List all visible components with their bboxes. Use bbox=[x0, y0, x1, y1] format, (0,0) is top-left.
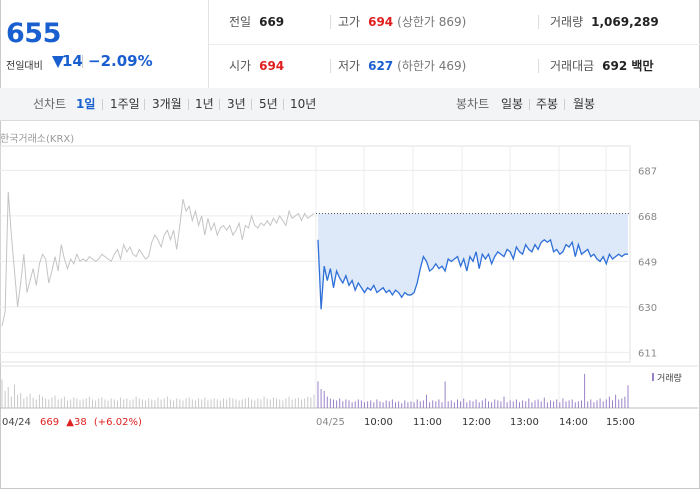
x-tick-label: 04/25 bbox=[316, 417, 345, 428]
stats-row: 전일 669 고가 694 (상한가 869) 거래량 1,069,289 bbox=[209, 0, 700, 45]
tab-monthly-candle[interactable]: 월봉 bbox=[573, 97, 596, 111]
divider bbox=[144, 99, 145, 110]
price-lines bbox=[1, 191, 628, 327]
high-label: 고가 bbox=[338, 15, 361, 29]
x-tick-label: 12:00 bbox=[462, 417, 491, 428]
x-tick-label: 11:00 bbox=[413, 417, 442, 428]
divider bbox=[529, 99, 530, 110]
low-cell: 저가 627 (하한가 469) bbox=[338, 44, 466, 88]
lower-limit: (하한가 469) bbox=[397, 59, 467, 73]
stats-table: 전일 669 고가 694 (상한가 869) 거래량 1,069,289 시가 694 … bbox=[209, 0, 700, 88]
tab-1-day[interactable]: 1일 bbox=[76, 97, 96, 111]
divider bbox=[538, 59, 539, 73]
open-value: 694 bbox=[259, 59, 285, 73]
divider bbox=[564, 99, 565, 110]
tab-5-years[interactable]: 5년 bbox=[259, 97, 278, 111]
divider bbox=[283, 99, 284, 110]
turnover-cell: 거래대금 692 백만 bbox=[550, 44, 653, 88]
volume-legend-label: 거래량 bbox=[657, 372, 682, 384]
price-summary: 655 전일대비 14 −2.09% 전일 669 고가 694 (상한가 869) … bbox=[0, 0, 700, 89]
y-tick-label: 668 bbox=[638, 212, 657, 223]
open-label: 시가 bbox=[229, 59, 252, 73]
divider bbox=[219, 99, 220, 110]
volume-cell: 거래량 1,069,289 bbox=[550, 0, 659, 44]
x-tick-label: 15:00 bbox=[606, 417, 635, 428]
line-chart-title: 선차트 bbox=[33, 97, 67, 111]
prev-close-label: 전일 bbox=[229, 15, 252, 29]
tab-3-months[interactable]: 3개월 bbox=[152, 97, 182, 111]
price-line-04-25 bbox=[317, 238, 628, 310]
divider bbox=[330, 59, 331, 73]
volume-label: 거래량 bbox=[550, 15, 584, 29]
period-tab-bar: 선차트 1일 1주일 3개월 1년 3년 5년 10년 봉차트 일봉 주봉 월봉 bbox=[0, 88, 700, 121]
prev-close-cell: 전일 669 bbox=[229, 0, 284, 44]
x-tick-label: 13:00 bbox=[510, 417, 539, 428]
turnover-label: 거래대금 bbox=[550, 59, 595, 73]
prev-day-summary: 04/24 669 ▲38 (+6.02%) bbox=[2, 417, 142, 428]
price-box: 655 전일대비 14 −2.09% bbox=[0, 0, 209, 88]
y-axis: 687 668 649 630 611 bbox=[638, 166, 657, 359]
price-line-04-24 bbox=[1, 191, 315, 327]
volume-legend-swatch bbox=[652, 373, 654, 381]
y-tick-label: 687 bbox=[638, 166, 657, 177]
change-label: 전일대비 bbox=[6, 61, 43, 72]
price-chart: 687 668 649 630 611 04/25 10:00 11:00 12:00 13:0… bbox=[0, 145, 698, 428]
y-tick-label: 630 bbox=[638, 303, 657, 314]
tab-10-years[interactable]: 10년 bbox=[290, 97, 317, 111]
open-cell: 시가 694 bbox=[229, 44, 284, 88]
divider bbox=[538, 15, 539, 29]
low-label: 저가 bbox=[338, 59, 361, 73]
divider bbox=[82, 55, 83, 68]
prev-day-close: 669 bbox=[40, 417, 59, 428]
divider bbox=[251, 99, 252, 110]
prev-close-value: 669 bbox=[259, 15, 285, 29]
candle-chart-title: 봉차트 bbox=[456, 97, 490, 111]
current-price: 655 bbox=[6, 18, 61, 49]
change-percent: −2.09% bbox=[88, 52, 153, 70]
high-cell: 고가 694 (상한가 869) bbox=[338, 0, 466, 44]
volume-bars bbox=[1, 373, 629, 408]
tab-1-week[interactable]: 1주일 bbox=[110, 97, 140, 111]
y-tick-label: 611 bbox=[638, 348, 657, 359]
prev-day-change: ▲38 bbox=[66, 417, 86, 428]
turnover-value: 692 백만 bbox=[602, 59, 654, 73]
tab-1-year[interactable]: 1년 bbox=[195, 97, 214, 111]
stats-row: 시가 694 저가 627 (하한가 469) 거래대금 692 백만 bbox=[209, 44, 700, 88]
low-value: 627 bbox=[368, 59, 394, 73]
down-triangle-icon bbox=[52, 56, 64, 68]
prev-day-change-percent: (+6.02%) bbox=[94, 417, 142, 428]
x-tick-label: 10:00 bbox=[364, 417, 393, 428]
x-tick-label: 14:00 bbox=[559, 417, 588, 428]
divider bbox=[330, 15, 331, 29]
volume-value: 1,069,289 bbox=[591, 15, 659, 29]
source-label: 한국거래소(KRX) bbox=[0, 134, 75, 145]
change-amount: 14 bbox=[62, 52, 83, 70]
divider bbox=[188, 99, 189, 110]
divider bbox=[102, 99, 103, 110]
tab-3-years[interactable]: 3년 bbox=[227, 97, 246, 111]
x-axis: 04/25 10:00 11:00 12:00 13:00 14:00 15:00 bbox=[316, 417, 635, 428]
plot-border bbox=[0, 145, 631, 363]
y-tick-label: 649 bbox=[638, 257, 657, 268]
prev-day-date: 04/24 bbox=[2, 417, 31, 428]
tab-daily-candle[interactable]: 일봉 bbox=[501, 97, 524, 111]
high-value: 694 bbox=[368, 15, 394, 29]
tab-weekly-candle[interactable]: 주봉 bbox=[536, 97, 559, 111]
upper-limit: (상한가 869) bbox=[397, 15, 467, 29]
